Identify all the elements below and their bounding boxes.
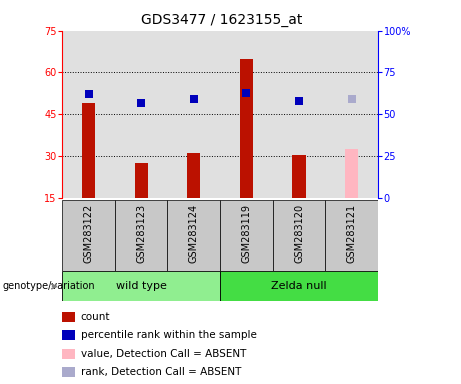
Bar	[345, 149, 358, 198]
Text: genotype/variation: genotype/variation	[2, 281, 95, 291]
Text: GSM283123: GSM283123	[136, 204, 146, 263]
Point	[190, 96, 197, 102]
Text: percentile rank within the sample: percentile rank within the sample	[81, 330, 257, 340]
Text: Zelda null: Zelda null	[271, 281, 327, 291]
Bar	[292, 155, 306, 198]
Text: rank, Detection Call = ABSENT: rank, Detection Call = ABSENT	[81, 367, 241, 377]
Bar	[167, 200, 220, 271]
Text: wild type: wild type	[116, 281, 166, 291]
Text: GSM283124: GSM283124	[189, 204, 199, 263]
Bar	[115, 200, 167, 271]
Point	[137, 99, 145, 106]
Bar	[62, 271, 220, 301]
Bar	[135, 163, 148, 198]
Text: GSM283120: GSM283120	[294, 204, 304, 263]
Text: count: count	[81, 312, 110, 322]
Text: GSM283119: GSM283119	[242, 204, 251, 263]
Bar	[187, 153, 201, 198]
Point	[348, 96, 355, 102]
Bar	[273, 200, 325, 271]
Text: GDS3477 / 1623155_at: GDS3477 / 1623155_at	[141, 13, 302, 27]
Bar	[240, 59, 253, 198]
Text: GSM283121: GSM283121	[347, 204, 357, 263]
Point	[296, 98, 303, 104]
Point	[243, 89, 250, 96]
Bar	[82, 103, 95, 198]
Bar	[220, 200, 273, 271]
Text: value, Detection Call = ABSENT: value, Detection Call = ABSENT	[81, 349, 246, 359]
Bar	[325, 200, 378, 271]
Point	[85, 91, 92, 97]
Bar	[62, 200, 115, 271]
Bar	[220, 271, 378, 301]
Text: GSM283122: GSM283122	[83, 204, 94, 263]
